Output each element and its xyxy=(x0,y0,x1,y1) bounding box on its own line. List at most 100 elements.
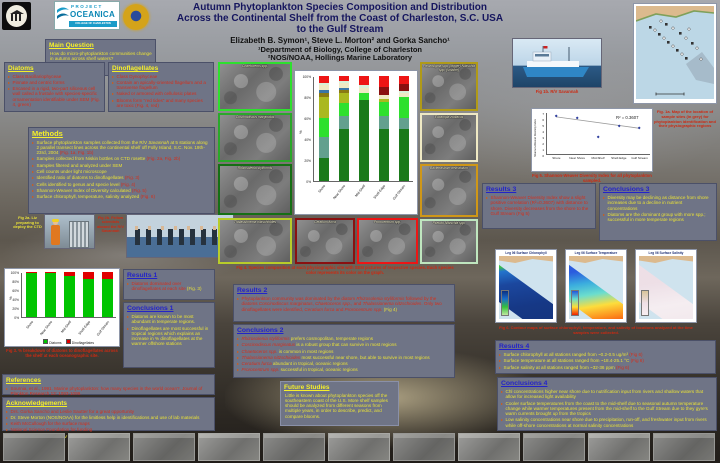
list-item: Phytoplankton community was dominated by… xyxy=(237,296,451,312)
person-head xyxy=(53,220,58,225)
bar-segment xyxy=(358,87,370,93)
x-axis-label: Mid-Shelf xyxy=(354,184,367,198)
sem-species-label: Thalassionema nitzschioides xyxy=(233,220,277,224)
r-squared-annotation: R² = 0.3607 xyxy=(616,115,639,120)
y-axis-tick: 2 xyxy=(542,141,544,146)
bar-segment xyxy=(338,83,350,88)
list-item: Low salinity concentrations near shore d… xyxy=(501,417,713,428)
conclusions4-panel: Conclusions 4 Chl concentrations higher … xyxy=(497,377,717,431)
results1-list: Diatoms dominated over dinoflagellates a… xyxy=(127,281,211,292)
bar-segment xyxy=(26,272,37,317)
bar-segment xyxy=(358,85,370,88)
sem-bacteriastrum: Bacteriastrum delicatulum xyxy=(420,164,478,217)
temple-roof-icon xyxy=(9,10,24,14)
y-axis-tick: 0% xyxy=(14,316,19,320)
sem-species-label: Eucampia zodiacus xyxy=(434,115,464,119)
coastline xyxy=(499,256,553,264)
fig4-species-composition-chart: % 0% 20% 40% 60% 80% 100% Shore Near Shore Mid-Sh… xyxy=(294,70,418,215)
chlorophyll-map-body xyxy=(499,256,553,319)
future-studies-list: Little is known about phytoplankton spec… xyxy=(284,393,395,419)
sem-coscinodiscus: Coscinodiscus marginatus xyxy=(218,113,292,162)
list-item: Chl concentrations higher near shore due… xyxy=(501,389,713,400)
fig6-chlorophyll-map: Leg 06 Surface Chlorophyll xyxy=(495,249,557,323)
list-item: Class Bacillariophyceae xyxy=(8,74,101,80)
temple-columns-icon xyxy=(10,14,23,21)
future-studies-panel: Future Studies Little is known about phy… xyxy=(280,381,399,426)
y-axis-tick: 40% xyxy=(304,138,311,142)
college-bar-label: COLLEGE OF CHARLESTON xyxy=(69,21,117,27)
x-axis-label: Mid-Shelf xyxy=(591,156,605,160)
x-axis-label: Shore xyxy=(317,184,327,194)
sem-species-label: Coscinodiscus marginatus xyxy=(235,115,275,119)
x-axis-label: Gulf Stream xyxy=(631,156,648,160)
fig6-salinity-map: Leg 06 Surface Salinity xyxy=(635,249,697,323)
bar-segment xyxy=(318,136,330,158)
list-item: Sournia, et al., 1991. Marine phytoplank… xyxy=(6,386,211,397)
list-item: Shannon-Weaver Index of Diversity calcul… xyxy=(32,188,211,194)
bar-segment xyxy=(398,76,410,85)
fig2a-ctd-photo xyxy=(44,214,95,249)
fig2a-caption: Fig 2a. Liz preparing to deploy the CTD xyxy=(13,215,42,230)
bar-segment xyxy=(318,89,330,93)
fig1b-caption: Fig 1b. R/V Savannah xyxy=(535,89,579,94)
data-point xyxy=(617,124,621,128)
x-axis-label: Shore xyxy=(552,156,561,160)
list-item: Surface temperature at all stations rang… xyxy=(499,358,712,364)
x-axis-label: Shelf-Edge xyxy=(611,156,627,160)
results4-title: Results 4 xyxy=(499,343,530,350)
list-item: Surface chlorophyll at all stations rang… xyxy=(499,352,712,358)
project-label: PROJECT xyxy=(71,4,103,9)
affiliation-1: ¹Department of Biology, College of Charl… xyxy=(257,44,423,54)
bar-segment xyxy=(318,157,330,181)
sem-thumbnail xyxy=(328,433,390,461)
plot-area xyxy=(21,272,116,318)
legend-item: Diatoms xyxy=(42,339,62,345)
conclusions1-list: Diatoms are known to be most abundant in… xyxy=(127,314,211,347)
list-item: Encased in a rigid, two-part siliceous c… xyxy=(8,86,101,107)
wave-icon xyxy=(57,7,69,19)
y-axis-tick: 7 xyxy=(542,111,544,116)
legend-swatch xyxy=(65,339,71,345)
x-axis-label: Shelf-Edge xyxy=(372,184,387,200)
list-item: Coscinodiscus marginatus is a robust gro… xyxy=(237,342,451,348)
chlorophyll-map-title: Leg 06 Surface Chlorophyll xyxy=(505,251,547,255)
results2-title: Results 2 xyxy=(237,287,268,294)
fig2b-caption: Fig 2b. Fellow scientists aboard the R/V… xyxy=(97,216,124,234)
trendline-layer xyxy=(556,116,640,129)
references-title: References xyxy=(6,377,42,384)
bar-segment xyxy=(102,272,113,280)
chlorophyll-legend xyxy=(501,290,509,316)
y-axis-tick: 0 xyxy=(542,153,544,158)
sem-thumbnail xyxy=(393,433,455,461)
affiliation-2: ²NOS/NOAA, Hollings Marine Laboratory xyxy=(267,53,413,62)
sem-thumbnail xyxy=(588,433,650,461)
sem-thumbnail xyxy=(68,433,130,461)
fig6-caption: Fig 6. Contour maps of surface chlorophy… xyxy=(499,325,693,335)
bar-segment xyxy=(338,103,350,116)
sem-pleurosigma-nitzschia: Pleurosigma spp. (bigger) Nitzschia spp.… xyxy=(420,62,478,111)
bar-segment xyxy=(318,118,330,137)
y-axis-tick: 100% xyxy=(10,271,19,275)
y-axis-label: % xyxy=(298,129,303,134)
list-item: Thalassionema nitzschioides most success… xyxy=(237,355,451,361)
main-question-list: How do micro-phytoplankton communities c… xyxy=(49,51,152,62)
cofc-seal xyxy=(6,5,27,27)
bar-segment xyxy=(83,278,94,317)
y-axis-tick: 60% xyxy=(304,117,311,121)
fig5-diversity-chart: Shannon-Weaver Diversity Index 0 1 2 3 4 5 6 7 Sh… xyxy=(531,108,653,172)
y-axis-tick: 20% xyxy=(304,159,311,163)
results4-panel: Results 4 Surface chlorophyll at all sta… xyxy=(495,340,716,374)
y-axis-tick: 60% xyxy=(12,289,19,293)
fig3-diatom-ratio-chart: % 0% 20% 40% 60% 80% 100% Shore Near Shore Mid-Sh… xyxy=(4,268,120,347)
diatoms-list: Class BacillariophyceaePinnate and centr… xyxy=(8,74,101,108)
conclusions2-list: Rhizosolenia styliformis prefers cosmopo… xyxy=(237,336,451,373)
conclusions1-panel: Conclusions 1 Diatoms are known to be mo… xyxy=(123,302,215,368)
title-block: Autumn Phytoplankton Species Composition… xyxy=(150,2,530,63)
bar-segment xyxy=(45,273,56,317)
trendline xyxy=(556,116,640,129)
results1-title: Results 1 xyxy=(127,272,158,279)
list-item: How do micro-phytoplankton communities c… xyxy=(50,50,152,61)
list-item: Pinnate and centric forms xyxy=(8,80,101,86)
bar-segment xyxy=(338,76,350,82)
